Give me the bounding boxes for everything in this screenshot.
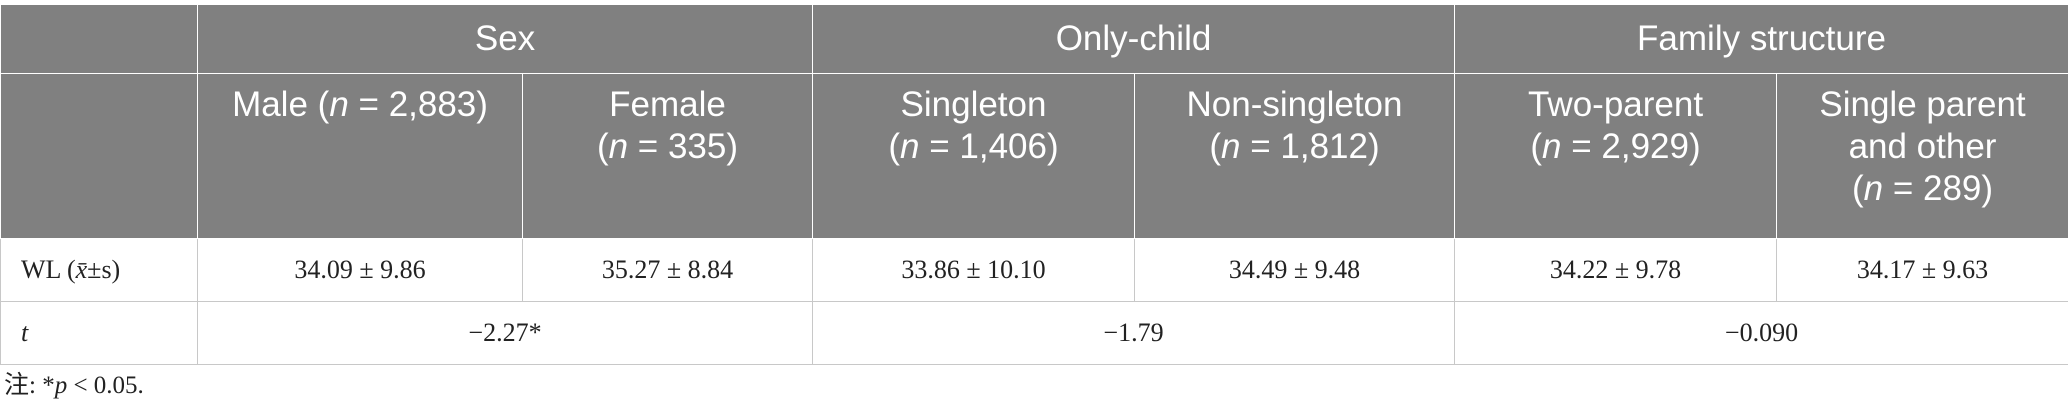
wl-value-singleton: 33.86 ± 10.10 <box>812 238 1135 302</box>
wl-value-non-singleton: 34.49 ± 9.48 <box>1133 238 1456 302</box>
subgroup-n: 1,812 <box>1280 127 1368 166</box>
table-row-t: t −2.27* −1.79 −0.090 <box>0 301 2068 365</box>
wl-label-tail: ±s) <box>87 255 121 284</box>
subgroup-n: 2,883 <box>388 85 477 124</box>
subgroup-label: Non-singleton <box>1186 85 1403 124</box>
group-header-row: Sex Only-child Family structure <box>0 4 2068 74</box>
t-value-sex: −2.27* <box>197 301 813 365</box>
wl-label: WL ( <box>21 255 76 284</box>
n-symbol: n <box>1542 127 1562 166</box>
group-header-only-child: Only-child <box>811 4 1456 74</box>
equals-sign: = <box>919 127 960 166</box>
subgroup-label: Female <box>609 85 726 124</box>
equals-sign: = <box>1561 127 1602 166</box>
n-symbol: n <box>900 127 920 166</box>
subgroup-label: Two-parent <box>1527 85 1704 124</box>
table-row-wl: WL (x̄±s) 34.09 ± 9.86 35.27 ± 8.84 33.8… <box>0 238 2068 302</box>
subgroup-male: Male (n = 2,883) <box>197 73 523 239</box>
n-symbol: n <box>329 85 349 124</box>
wl-value-male: 34.09 ± 9.86 <box>197 238 523 302</box>
equals-sign: = <box>1240 127 1281 166</box>
subgroup-label: Singleton <box>900 85 1047 124</box>
corner-cell <box>0 4 198 74</box>
row-label-wl: WL (x̄±s) <box>0 238 198 302</box>
subgroup-two-parent: Two-parent (n = 2,929) <box>1454 73 1778 239</box>
subgroup-female: Female (n = 335) <box>522 73 813 239</box>
t-value-only-child: −1.79 <box>811 301 1456 365</box>
n-symbol: n <box>1863 169 1884 208</box>
equals-sign: = <box>348 85 389 124</box>
wl-value-two-parent: 34.22 ± 9.78 <box>1454 238 1778 302</box>
table-footnote: 注: *p < 0.05. <box>4 365 144 401</box>
t-value-family-structure: −0.090 <box>1454 301 2068 365</box>
wl-value-female: 35.27 ± 8.84 <box>522 238 813 302</box>
subgroup-n: 1,406 <box>959 127 1047 166</box>
row-label-t: t <box>0 301 198 365</box>
group-header-sex: Sex <box>197 4 813 74</box>
subgroup-label: Single parent and other <box>1819 85 2026 166</box>
wl-value-single-parent: 34.17 ± 9.63 <box>1776 238 2068 302</box>
note-prefix: 注: * <box>4 372 55 399</box>
equals-sign: = <box>1883 169 1923 208</box>
subgroup-single-parent: Single parent and other (n = 289) <box>1776 73 2068 239</box>
n-symbol: n <box>1221 127 1241 166</box>
note-rest: < 0.05. <box>67 372 144 399</box>
subgroup-label: Male <box>232 85 308 124</box>
subgroup-n: 335 <box>667 127 727 166</box>
n-symbol: n <box>608 127 629 166</box>
note-p-symbol: p <box>54 372 68 399</box>
subgroup-n: 2,929 <box>1601 127 1689 166</box>
subgroup-header-row: Male (n = 2,883) Female (n = 335) Singlet… <box>0 73 2068 239</box>
subgroup-non-singleton: Non-singleton (n = 1,812) <box>1133 73 1456 239</box>
corner-cell-2 <box>0 73 198 239</box>
results-table: Sex Only-child Family structure Male (n … <box>0 4 2068 365</box>
subgroup-singleton: Singleton (n = 1,406) <box>812 73 1135 239</box>
xbar-symbol: x̄ <box>75 255 88 284</box>
group-header-family-structure: Family structure <box>1454 4 2068 74</box>
subgroup-n: 289 <box>1922 169 1982 208</box>
equals-sign: = <box>628 127 668 166</box>
